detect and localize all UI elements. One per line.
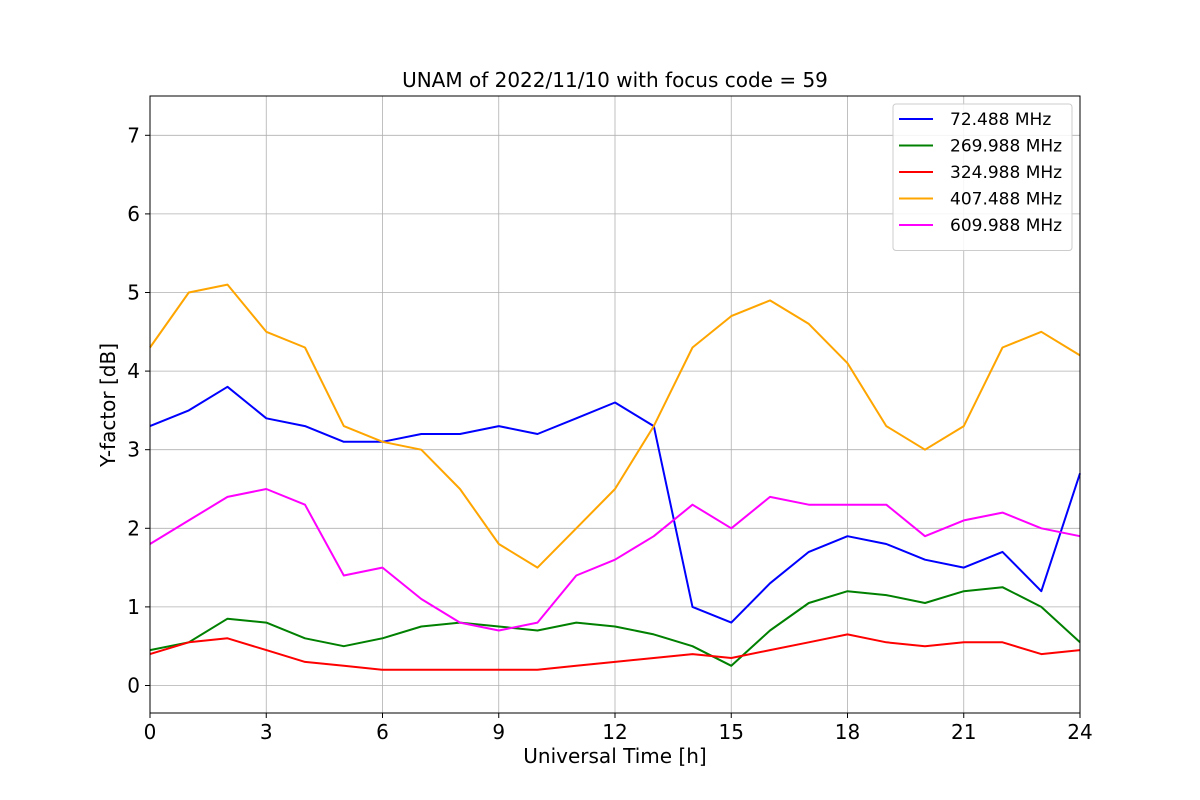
y-tick-label: 3	[127, 438, 140, 462]
legend-label-2: 324.988 MHz	[950, 163, 1062, 183]
x-tick-label: 21	[951, 720, 976, 744]
legend-label-4: 609.988 MHz	[950, 216, 1062, 236]
x-tick-label: 12	[602, 720, 627, 744]
x-tick-label: 18	[835, 720, 860, 744]
y-tick-label: 6	[127, 202, 140, 226]
x-tick-label: 3	[260, 720, 273, 744]
x-tick-label: 15	[719, 720, 744, 744]
plot-area	[149, 283, 1081, 671]
series-line-2	[149, 633, 1081, 671]
x-axis: 0 3 6 9 12 15 18 21 24	[144, 713, 1093, 744]
x-axis-label: Universal Time [h]	[523, 744, 706, 768]
x-tick-label: 9	[492, 720, 505, 744]
series-line-4	[149, 488, 1081, 632]
series-line-0	[149, 385, 1081, 624]
y-tick-label: 2	[127, 516, 140, 540]
y-tick-label: 1	[127, 595, 140, 619]
y-tick-label: 7	[127, 123, 140, 147]
legend-box	[892, 103, 1073, 251]
x-tick-label: 24	[1067, 720, 1092, 744]
chart-title: UNAM of 2022/11/10 with focus code = 59	[402, 68, 828, 92]
y-tick-label: 4	[127, 359, 140, 383]
y-tick-label: 5	[127, 280, 140, 304]
y-axis: 0 1 2 3 4 5 6 7	[127, 123, 150, 697]
x-tick-label: 6	[376, 720, 389, 744]
series-line-3	[149, 283, 1081, 569]
legend-label-1: 269.988 MHz	[950, 137, 1062, 157]
legend-label-0: 72.488 MHz	[950, 110, 1051, 130]
y-axis-label: Y-factor [dB]	[96, 343, 120, 468]
x-tick-label: 0	[144, 720, 157, 744]
series-line-1	[149, 586, 1081, 667]
legend: 72.488 MHz 269.988 MHz 324.988 MHz 407.488 …	[892, 103, 1073, 251]
legend-label-3: 407.488 MHz	[950, 190, 1062, 210]
y-tick-label: 0	[127, 673, 140, 697]
